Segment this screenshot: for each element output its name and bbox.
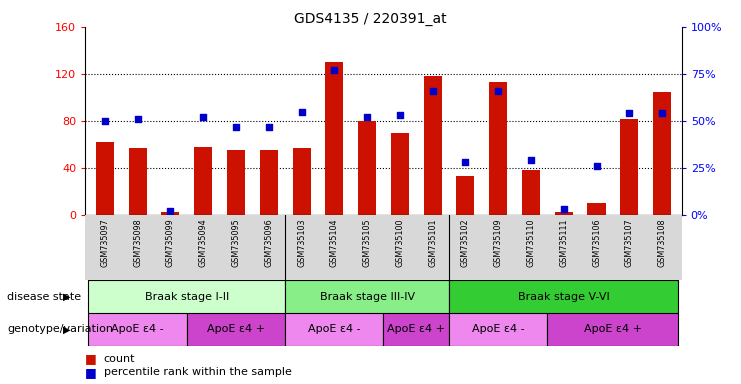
Bar [449,313,548,346]
Point [427,88,439,94]
Point [296,109,308,115]
Text: ▶: ▶ [63,324,70,334]
Text: GDS4135 / 220391_at: GDS4135 / 220391_at [294,12,447,25]
Bar [194,147,212,215]
Bar [391,133,409,215]
Text: ApoE ε4 +: ApoE ε4 + [584,324,642,334]
Text: GSM735111: GSM735111 [559,218,568,267]
Point [99,118,111,124]
Text: ■: ■ [85,366,97,379]
Bar [548,313,679,346]
Text: ApoE ε4 +: ApoE ε4 + [207,324,265,334]
Text: GSM735098: GSM735098 [133,218,142,267]
Bar [449,280,679,313]
Text: GSM735104: GSM735104 [330,218,339,267]
Text: GSM735096: GSM735096 [265,218,273,267]
Text: GSM735099: GSM735099 [166,218,175,267]
Bar [162,212,179,215]
Point [328,67,340,73]
Text: GSM735108: GSM735108 [657,218,667,267]
Bar [620,119,638,215]
Text: GSM735109: GSM735109 [494,218,502,267]
Text: genotype/variation: genotype/variation [7,324,113,334]
Text: GSM735110: GSM735110 [526,218,536,267]
Point [459,159,471,166]
Bar [227,151,245,215]
Point [165,208,176,214]
Text: GSM735094: GSM735094 [199,218,207,267]
Text: ■: ■ [85,353,97,366]
Text: ApoE ε4 -: ApoE ε4 - [472,324,525,334]
Text: disease state: disease state [7,291,82,302]
Text: ApoE ε4 +: ApoE ε4 + [388,324,445,334]
Text: count: count [104,354,136,364]
Text: GSM735100: GSM735100 [396,218,405,267]
Text: ApoE ε4 -: ApoE ε4 - [111,324,164,334]
Point [197,114,209,120]
Text: percentile rank within the sample: percentile rank within the sample [104,367,292,377]
Bar [293,148,310,215]
Text: Braak stage V-VI: Braak stage V-VI [518,291,610,302]
Point [394,112,406,118]
Bar [187,313,285,346]
Bar [358,121,376,215]
Bar [96,142,114,215]
Point [558,206,570,212]
Point [623,110,635,116]
Text: GSM735102: GSM735102 [461,218,470,267]
Point [492,88,504,94]
Point [525,157,537,164]
Text: Braak stage III-IV: Braak stage III-IV [319,291,415,302]
Point [361,114,373,120]
Text: GSM735106: GSM735106 [592,218,601,267]
Bar [88,313,187,346]
Bar [653,91,671,215]
Bar [555,212,573,215]
Text: GSM735107: GSM735107 [625,218,634,267]
Point [132,116,144,122]
Bar [285,280,449,313]
Bar [588,203,605,215]
Bar [260,151,278,215]
Point [230,124,242,130]
Bar [384,313,449,346]
Bar [456,176,474,215]
Bar [285,313,384,346]
Text: GSM735101: GSM735101 [428,218,437,267]
Bar [489,82,507,215]
Text: GSM735105: GSM735105 [362,218,371,267]
Text: Braak stage I-II: Braak stage I-II [144,291,229,302]
Text: ▶: ▶ [63,291,70,302]
Bar [88,280,285,313]
Text: GSM735103: GSM735103 [297,218,306,267]
Text: ApoE ε4 -: ApoE ε4 - [308,324,361,334]
Bar [325,62,343,215]
Text: GSM735097: GSM735097 [100,218,110,267]
Point [263,124,275,130]
Bar [424,76,442,215]
Text: GSM735095: GSM735095 [231,218,241,267]
Bar [129,148,147,215]
Point [656,110,668,116]
Bar [522,170,540,215]
Point [591,163,602,169]
